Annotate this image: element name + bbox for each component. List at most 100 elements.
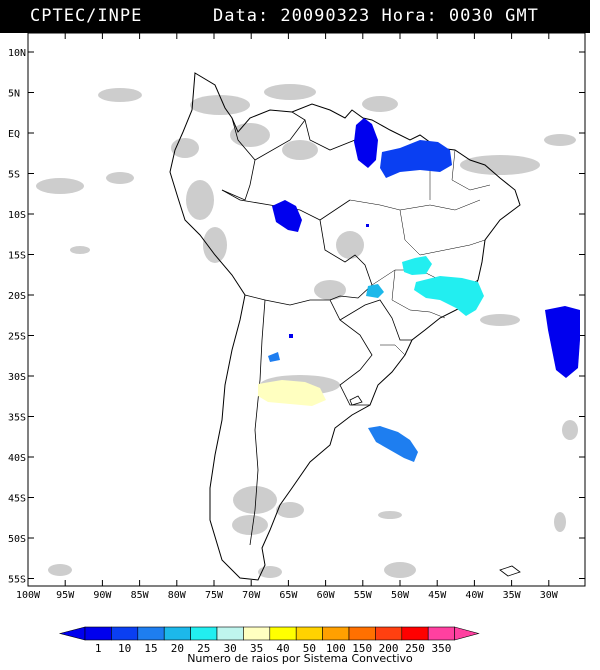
- lon-label: 90W: [93, 590, 112, 601]
- storm-cell: [354, 118, 378, 168]
- latitude-labels: 10N 5N EQ 5S 10S 15S 20S 25S 30S 35S 40S 45S 50S 55S: [8, 48, 26, 586]
- cloud-patch: [544, 134, 576, 146]
- legend-swatch: [190, 626, 218, 641]
- legend-swatch: [348, 626, 376, 641]
- cloud-patch: [98, 88, 142, 102]
- legend-label: 30: [224, 642, 237, 655]
- storm-cell: [366, 284, 384, 298]
- lat-label: 40S: [8, 453, 26, 464]
- cloud-patch: [554, 512, 566, 532]
- legend-swatch: [163, 626, 191, 641]
- storm-cell: [368, 426, 418, 462]
- cloud-patch: [70, 246, 90, 254]
- lat-label: 35S: [8, 413, 26, 424]
- legend-label: 35: [250, 642, 263, 655]
- convective-systems: [258, 118, 580, 462]
- storm-cell: [289, 334, 293, 338]
- lon-label: 35W: [503, 590, 522, 601]
- storm-cell: [366, 224, 369, 227]
- lat-label: 10N: [8, 48, 26, 59]
- legend-swatch: [295, 626, 323, 641]
- cloud-patch: [106, 172, 134, 184]
- cloud-patch: [258, 566, 282, 578]
- storm-cell: [268, 352, 280, 362]
- lon-label: 65W: [279, 590, 298, 601]
- state-borders: [349, 149, 491, 356]
- legend-label: 25: [197, 642, 210, 655]
- cloud-patch: [36, 178, 84, 194]
- lat-label: 30S: [8, 372, 26, 383]
- lon-label: 85W: [131, 590, 150, 601]
- legend-label: 100: [326, 642, 346, 655]
- lon-label: 40W: [465, 590, 484, 601]
- legend-label: 15: [144, 642, 157, 655]
- source-label: CPTEC/INPE: [30, 6, 143, 26]
- cloud-patch: [186, 180, 214, 220]
- lon-label: 45W: [428, 590, 447, 601]
- legend-title: Numero de raios por Sistema Convectivo: [187, 652, 413, 665]
- legend-label: 200: [379, 642, 399, 655]
- lon-label: 55W: [354, 590, 373, 601]
- map-frame: [27, 32, 586, 587]
- axis-ticks: [27, 33, 585, 586]
- lon-label: 60W: [317, 590, 336, 601]
- cloud-patch: [190, 95, 250, 115]
- legend-swatch: [427, 626, 455, 641]
- lat-label: 50S: [8, 534, 26, 545]
- lon-label: 70W: [242, 590, 261, 601]
- country-borders: [221, 111, 412, 546]
- legend-swatch: [322, 626, 350, 641]
- lat-label: EQ: [8, 129, 20, 140]
- storm-cell: [258, 380, 326, 406]
- legend-label: 20: [171, 642, 184, 655]
- lat-label: 25S: [8, 332, 26, 343]
- lon-label: 95W: [56, 590, 75, 601]
- legend-swatch: [375, 626, 403, 641]
- cloud-patch: [460, 155, 540, 175]
- storm-cell: [414, 276, 484, 316]
- legend-swatch: [216, 626, 244, 641]
- cloud-patch: [378, 511, 402, 519]
- legend-label: 150: [352, 642, 372, 655]
- cloud-cover: [36, 84, 578, 578]
- legend-label: 40: [276, 642, 289, 655]
- longitude-labels: 100W 95W 90W 85W 80W 75W 70W 65W 60W 55W 50W 45W 40W…: [16, 590, 559, 601]
- lon-label: 75W: [205, 590, 224, 601]
- lat-label: 20S: [8, 291, 26, 302]
- cloud-patch: [233, 486, 277, 514]
- legend-swatch: [84, 626, 112, 641]
- lat-label: 10S: [8, 210, 26, 221]
- legend-swatch: [243, 626, 271, 641]
- lat-label: 5S: [8, 170, 20, 181]
- cloud-patch: [282, 140, 318, 160]
- legend-arrow-right: [454, 626, 480, 641]
- storm-cell: [545, 306, 580, 378]
- cloud-patch: [203, 227, 227, 263]
- cloud-patch: [336, 231, 364, 259]
- legend-swatch: [137, 626, 165, 641]
- storm-cell: [272, 200, 302, 232]
- island-outline: [499, 565, 521, 577]
- legend-label: 50: [303, 642, 316, 655]
- lon-label: 100W: [16, 590, 41, 601]
- legend-swatch: [401, 626, 429, 641]
- cloud-patch: [264, 84, 316, 100]
- legend-label: 1: [95, 642, 102, 655]
- lon-label: 50W: [391, 590, 410, 601]
- lon-label: 30W: [540, 590, 559, 601]
- cloud-patch: [48, 564, 72, 576]
- lon-label: 80W: [168, 590, 187, 601]
- date-time-label: Data: 20090323 Hora: 0030 GMT: [213, 6, 539, 26]
- storm-cell: [402, 256, 432, 275]
- cloud-patch: [362, 96, 398, 112]
- legend-label: 10: [118, 642, 131, 655]
- lat-label: 15S: [8, 251, 26, 262]
- cloud-patch: [171, 138, 199, 158]
- cloud-patch: [276, 502, 304, 518]
- legend-arrow-left: [58, 626, 86, 641]
- cloud-patch: [232, 515, 268, 535]
- cloud-patch: [480, 314, 520, 326]
- storm-cell: [380, 140, 452, 178]
- island-outline: [349, 395, 363, 406]
- legend-labels: 1 10 15 20 25 30 35 40 50 100 150 200 250 350: [95, 642, 451, 655]
